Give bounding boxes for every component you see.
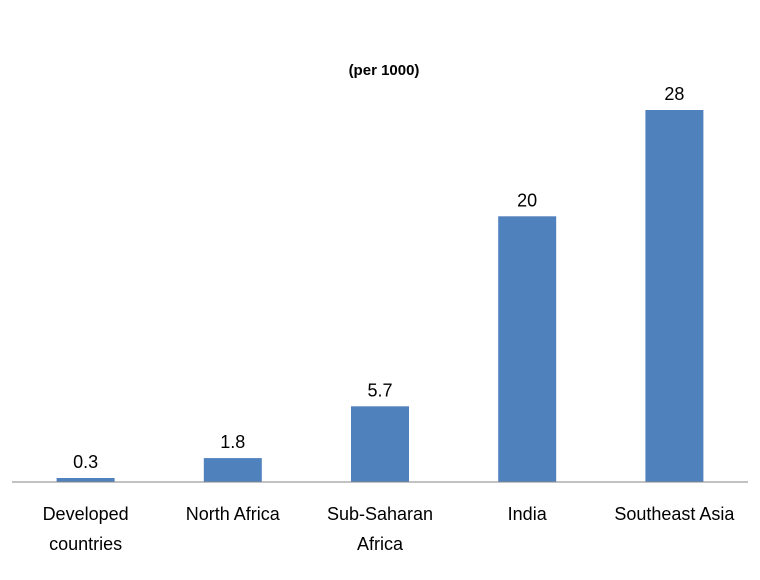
category-label-1: North Africa (186, 504, 281, 524)
value-labels-group: 0.3 1.8 5.7 20 28 (73, 84, 684, 472)
bar-1 (203, 458, 262, 482)
bar-2 (351, 406, 409, 482)
chart-title: (per 1000) (349, 62, 420, 79)
category-label-3: India (508, 504, 548, 524)
bar-4 (645, 110, 704, 482)
value-label-3: 20 (517, 190, 537, 210)
bars-group (56, 110, 704, 483)
category-labels-group: Developed countries North Africa Sub-Sahara… (43, 504, 736, 554)
category-label-0: Developed countries (43, 504, 129, 554)
value-label-1: 1.8 (220, 432, 245, 452)
category-label-4: Southeast Asia (614, 504, 735, 524)
category-label-2: Sub-Saharan Africa (327, 504, 433, 554)
value-label-0: 0.3 (73, 452, 98, 472)
bar-0 (56, 478, 115, 482)
value-label-4: 28 (664, 84, 684, 104)
value-label-2: 5.7 (367, 380, 392, 400)
bar-3 (498, 216, 557, 483)
